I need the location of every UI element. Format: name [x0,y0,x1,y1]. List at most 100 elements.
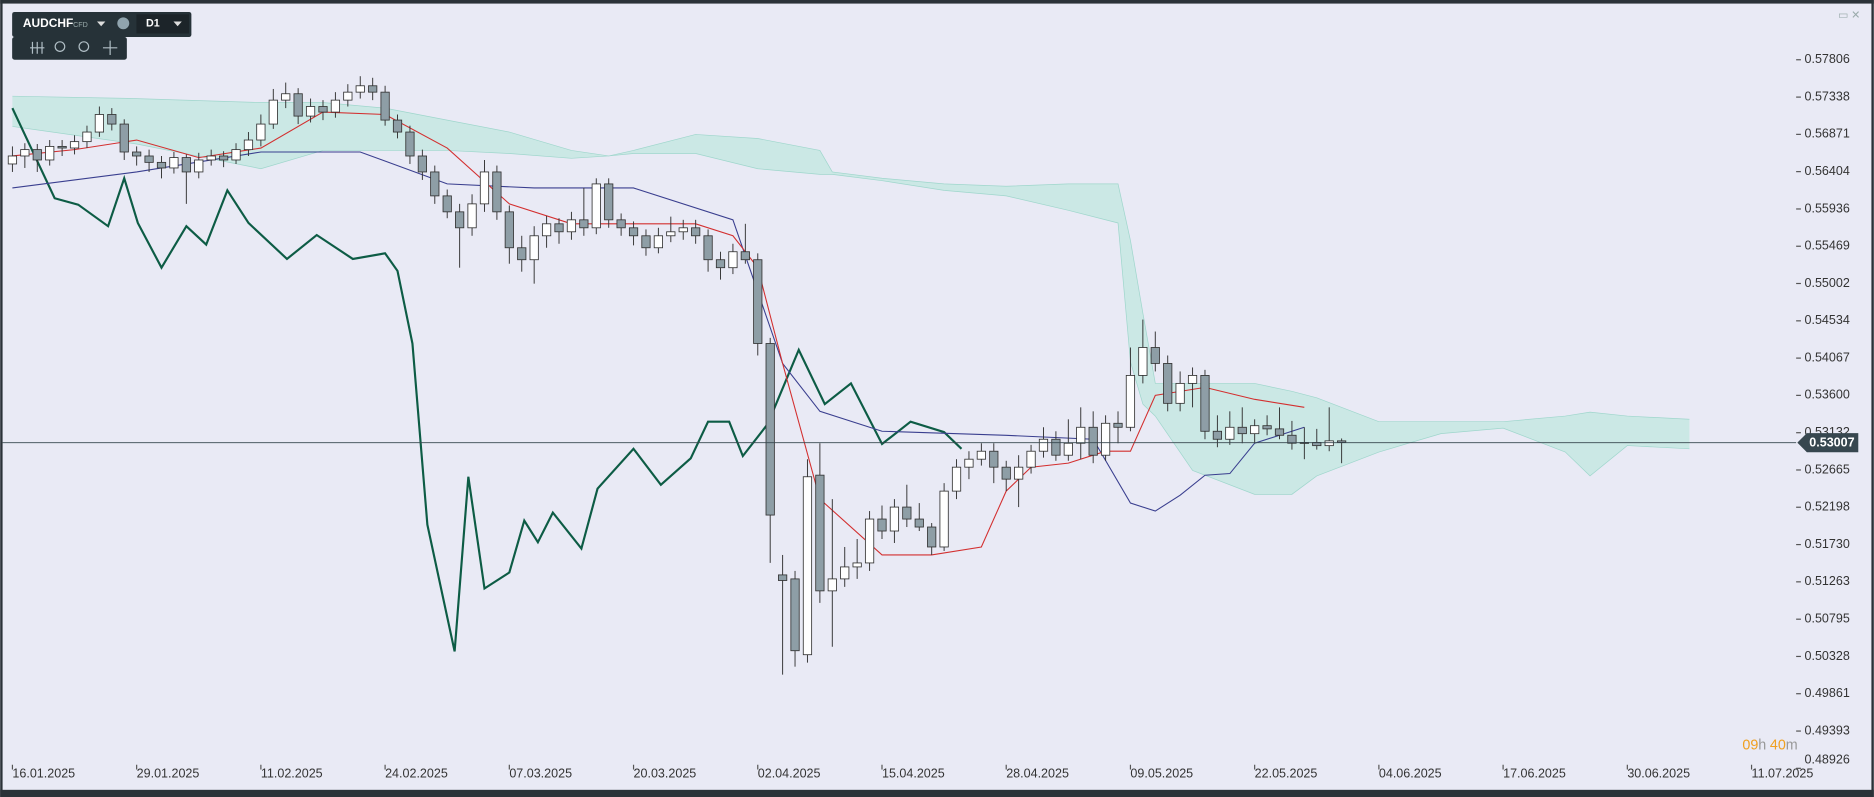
crosshair-icon[interactable] [102,40,118,55]
top-strip [0,0,1874,4]
candle-body [1212,430,1222,440]
candle-body [417,155,427,173]
right-border [1871,0,1874,797]
candle-body [32,149,42,161]
candle-body [69,141,80,149]
timeframe-box[interactable] [136,14,189,34]
candle-body [1187,375,1198,384]
candle-body [1324,440,1334,447]
plot-area: 0.57806 0.57338 0.56871 0.56404 0.55936 0.554… [2,52,1859,781]
candle-body [94,114,104,133]
indicators-icon[interactable] [30,41,45,54]
candle-body [1088,426,1098,456]
y-tick-label: 0.50795 [1804,612,1849,626]
x-tick-label: 16.01.2025 [12,767,75,781]
ichimoku-cloud [12,96,1690,495]
candle-body [318,106,328,113]
candle-body [1150,347,1160,364]
candle-body [442,195,452,213]
timeframe[interactable]: D1 [146,18,160,30]
timer-minutes-unit: m [1786,737,1798,753]
candle-body [1262,425,1272,430]
candle-body [790,578,800,652]
y-tick-label: 0.56404 [1804,164,1849,178]
y-tick-label: 0.55936 [1804,201,1849,215]
candle-body [132,151,142,157]
cloud-lower-edge [12,126,1690,495]
tenkan-line [12,111,1305,556]
candle-body [256,123,266,141]
candle-body [628,227,639,237]
candle-body [951,466,962,492]
last-price-label: 0.53007 [1809,436,1854,450]
candle-body [107,114,117,125]
y-tick-label: 0.57806 [1804,52,1849,66]
info-icon[interactable] [117,17,130,30]
candle-body [169,157,179,169]
symbol-dropdown[interactable] [96,21,106,27]
candle-body [989,450,999,468]
y-tick-label: 0.52198 [1804,500,1849,514]
candle-body [827,578,837,592]
y-tick-label: 0.49861 [1804,686,1849,700]
candle-body [1200,375,1210,432]
candle-body [1237,426,1247,435]
candle-body [355,85,365,93]
candle-body [914,518,924,528]
window-controls[interactable]: ▭ ✕ [1838,9,1860,21]
y-tick-label: 0.54534 [1804,313,1849,327]
candle-body [939,490,949,548]
candle-body [1287,434,1297,444]
timer-hours-unit: h [1758,737,1766,753]
y-tick-label: 0.54067 [1804,350,1849,364]
x-tick-label: 29.01.2025 [137,767,200,781]
candle-body [604,183,614,221]
candle-body [231,149,241,161]
x-tick-label: 09.05.2025 [1130,767,1193,781]
candle-body [517,247,527,261]
candle-body [1026,450,1036,468]
candle-body [1163,363,1173,404]
candle-body [703,235,713,261]
zoom-out-icon[interactable] [54,41,66,52]
candle-body [181,157,191,173]
candle-body [815,474,825,592]
candle-body [206,155,216,161]
tools-bar [12,37,127,60]
candle-timer: 09h 40m [1742,737,1797,753]
candle-body [467,203,477,229]
candle-body [1125,375,1136,428]
candle-body [343,91,353,101]
candle-body [492,171,502,213]
cloud-upper-edge [12,95,1690,423]
timer-minutes: 40 [1770,737,1786,753]
zoom-in-icon[interactable] [78,41,90,52]
timeframe-dropdown[interactable] [173,21,182,27]
x-tick-label: 20.03.2025 [634,767,697,781]
candle-body [45,145,55,161]
candle-body [541,223,552,237]
y-tick-label: 0.56871 [1804,127,1849,141]
candle-body [119,123,129,153]
y-tick-label: 0.55002 [1804,276,1849,290]
candle-body [1051,438,1061,456]
candle-body [765,343,775,516]
candle-body [7,155,18,165]
y-tick-label: 0.52665 [1804,462,1849,476]
x-tick-label: 15.04.2025 [882,767,945,781]
x-tick-label: 11.02.2025 [261,767,323,781]
candle-body [330,99,341,113]
candle-body [927,526,937,548]
y-tick-label: 0.48926 [1804,752,1849,766]
candle-body [964,458,974,468]
candle-body [1274,428,1285,436]
candle-body [144,155,154,163]
candle-body [1113,422,1123,428]
symbol[interactable]: AUDCHF [23,16,73,30]
last-price-box [1797,433,1859,453]
candle-body [82,131,92,143]
candle-body [653,235,663,249]
candle-body [579,219,589,229]
